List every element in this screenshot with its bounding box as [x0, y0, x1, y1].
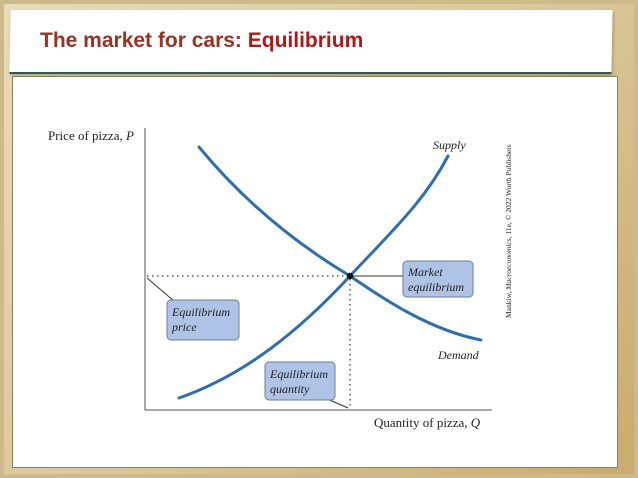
eq-price-leader	[146, 277, 175, 302]
y-axis-label-text: Price of pizza,	[48, 128, 126, 143]
credit-line: Mankiw, Macroeconomics, 11e, © 2022 Wort…	[504, 144, 513, 318]
credit-rest: , 11e, © 2022 Worth Publishers	[504, 144, 513, 238]
equilibrium-point	[346, 272, 354, 280]
eq-qty-text-2: quantity	[270, 382, 310, 396]
slide-title: The market for cars: Equilibrium	[40, 29, 363, 53]
market-eq-text-1: Market	[407, 265, 443, 279]
x-axis-label-text: Quantity of pizza,	[374, 415, 471, 430]
title-prefix: The market for cars:	[40, 29, 248, 52]
market-eq-text-2: equilibrium	[408, 280, 464, 294]
supply-label: Supply	[433, 138, 466, 152]
demand-curve	[197, 145, 483, 342]
y-axis-label-var: P	[125, 128, 134, 143]
credit-book: Macroeconomics	[504, 238, 513, 290]
credit-author: Mankiw,	[504, 290, 513, 318]
eq-price-text-1: Equilibrium	[171, 305, 230, 319]
market-eq-callout	[402, 260, 474, 298]
eq-qty-callout	[264, 361, 336, 401]
y-axis-label: Price of pizza, P	[48, 128, 134, 143]
eq-price-text-2: price	[171, 320, 197, 334]
x-axis-label: Quantity of pizza, Q	[374, 415, 481, 430]
eq-qty-text-1: Equilibrium	[269, 367, 328, 381]
content-panel	[12, 76, 618, 468]
demand-label: Demand	[437, 348, 480, 362]
x-axis-label-var: Q	[471, 415, 481, 430]
title-accent: Equilibrium	[247, 29, 364, 52]
eq-price-callout	[166, 299, 240, 341]
